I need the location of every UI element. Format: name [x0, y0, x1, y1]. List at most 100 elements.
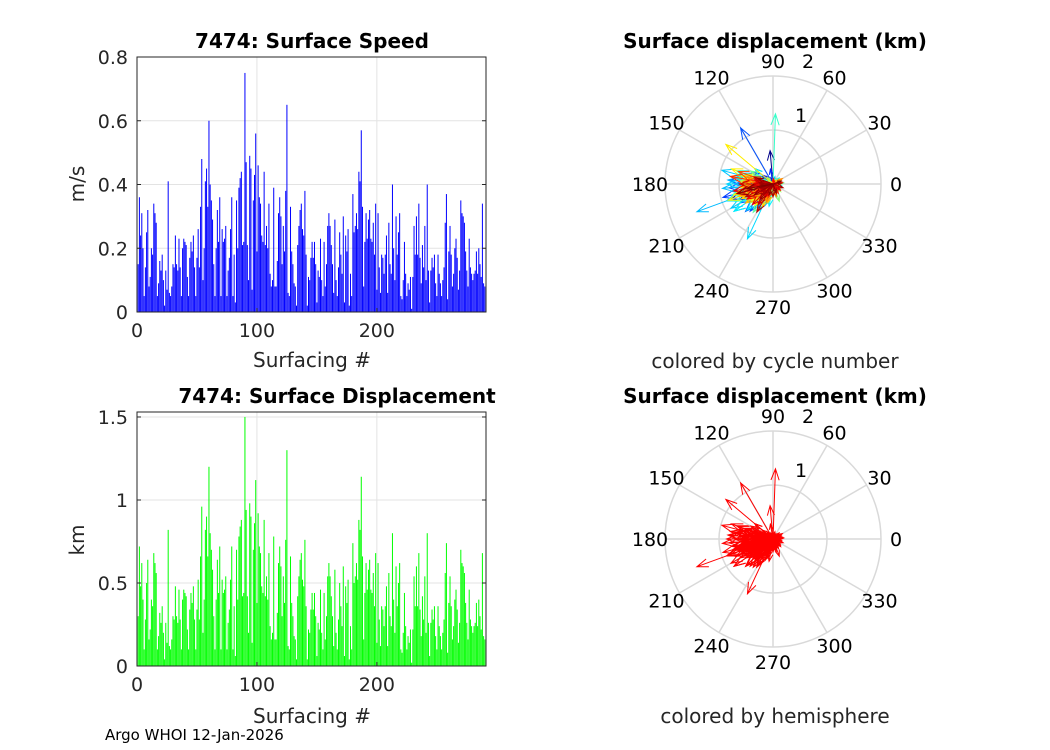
bar	[239, 526, 241, 666]
bar	[303, 586, 305, 666]
bar	[204, 181, 206, 312]
bar	[385, 586, 387, 666]
bar	[168, 646, 170, 666]
bar	[427, 270, 429, 312]
bar	[244, 72, 246, 312]
theta-tick-label: 60	[822, 67, 846, 89]
bar	[381, 606, 383, 666]
x-tick-label: 100	[239, 320, 275, 342]
bar	[337, 619, 339, 666]
bar	[383, 273, 385, 312]
bar	[424, 225, 426, 312]
bar	[286, 450, 288, 666]
bar	[327, 225, 329, 312]
polar-spoke	[772, 484, 867, 540]
bar	[473, 273, 475, 312]
bar	[358, 519, 360, 666]
bar	[240, 171, 242, 312]
bar	[269, 273, 271, 312]
compass-by-hemisphere: Surface displacement (km) colored by hem…	[623, 384, 927, 728]
bar	[354, 225, 356, 312]
bar	[415, 216, 417, 312]
bar	[427, 622, 429, 666]
bar	[312, 609, 314, 666]
bar	[279, 546, 281, 666]
bar	[329, 225, 331, 312]
r-tick-label: 1	[795, 460, 807, 482]
bar	[182, 248, 184, 312]
bar	[203, 248, 205, 312]
bar	[472, 280, 474, 312]
bar	[171, 286, 173, 312]
bar	[393, 599, 395, 666]
displacement-arrow	[770, 184, 776, 199]
bar	[389, 616, 391, 666]
bar	[212, 219, 214, 312]
bar	[291, 251, 293, 312]
theta-tick-label: 90	[761, 406, 785, 428]
bar	[245, 509, 247, 666]
bar	[473, 626, 475, 666]
bar	[255, 480, 257, 666]
bar	[298, 576, 300, 666]
bar	[171, 639, 173, 666]
bar	[347, 579, 349, 666]
bar	[276, 612, 278, 666]
y-tick-label: 1	[116, 490, 128, 512]
bar	[442, 632, 444, 666]
bar	[291, 602, 293, 666]
bar	[147, 210, 149, 312]
bar	[308, 276, 310, 312]
bar	[191, 602, 193, 666]
displacement-arrow	[756, 183, 774, 214]
bar	[239, 178, 241, 312]
displacement-arrow	[770, 112, 780, 185]
bar	[236, 549, 238, 666]
bar	[202, 632, 204, 666]
bar	[188, 649, 190, 666]
bar	[282, 225, 284, 312]
bar	[254, 174, 256, 312]
bar	[246, 596, 248, 666]
bar	[212, 569, 214, 666]
bar	[178, 238, 180, 312]
bar	[178, 589, 180, 666]
bar	[144, 267, 146, 312]
bar	[269, 626, 271, 666]
bar	[340, 254, 342, 312]
y-tick-label: 0.6	[98, 111, 128, 133]
y-axis-label: m/s	[65, 166, 89, 203]
bar	[333, 292, 335, 312]
bar	[254, 523, 256, 666]
bar	[411, 662, 413, 666]
bar	[475, 251, 477, 312]
bar	[363, 639, 365, 666]
bar	[262, 241, 264, 312]
theta-tick-label: 270	[755, 297, 791, 319]
bar	[365, 563, 367, 666]
bar	[167, 181, 169, 312]
bar	[372, 222, 374, 312]
bar	[142, 599, 144, 666]
bar	[432, 267, 434, 312]
bar	[276, 261, 278, 312]
bar	[286, 104, 288, 312]
bar	[288, 649, 290, 666]
bar	[213, 264, 215, 312]
bar	[391, 533, 393, 666]
bar	[233, 254, 235, 312]
bar	[418, 553, 420, 666]
bar	[298, 225, 300, 312]
bar	[421, 596, 423, 666]
bar	[351, 296, 353, 312]
bar	[184, 592, 186, 666]
x-axis-label: Surfacing #	[253, 704, 371, 728]
bar	[237, 248, 239, 312]
bar	[304, 539, 306, 666]
polar-spoke	[772, 538, 828, 633]
bar	[189, 257, 191, 312]
bar	[270, 286, 272, 312]
bar	[451, 639, 453, 666]
bar	[430, 622, 432, 666]
bar	[385, 235, 387, 312]
